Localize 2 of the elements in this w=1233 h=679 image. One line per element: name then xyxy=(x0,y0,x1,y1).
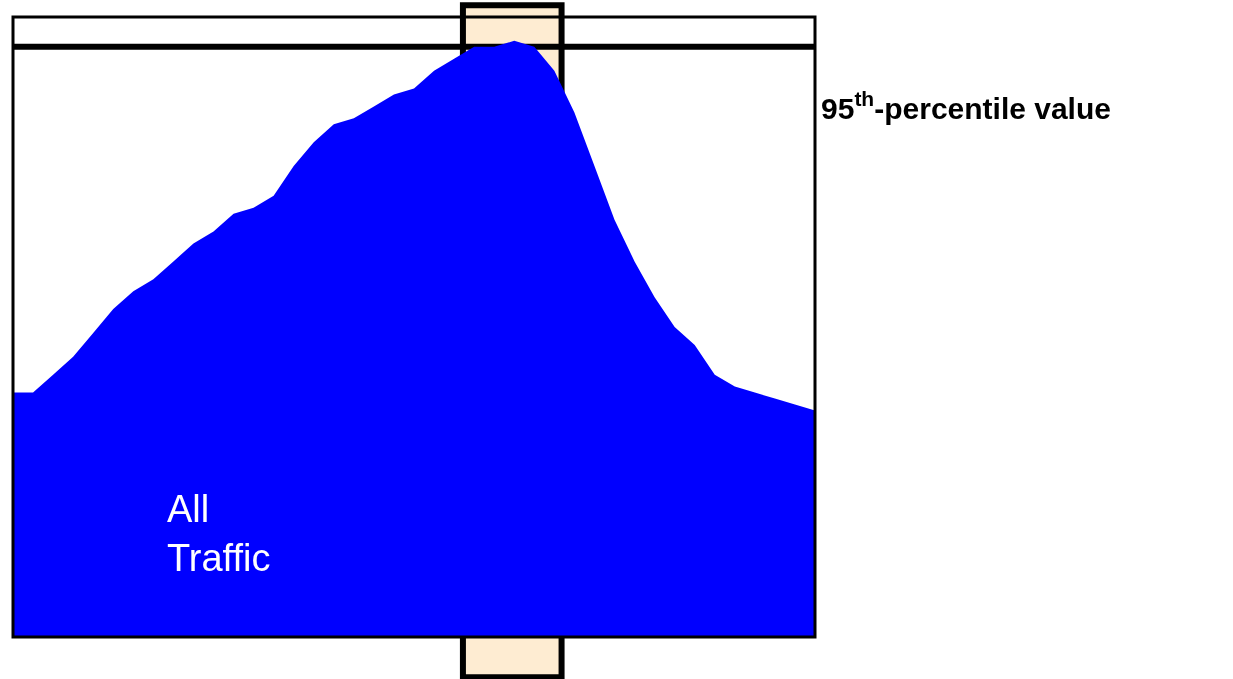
annotation: All Traffic xyxy=(167,488,271,580)
ref-line-label: 95$^{th}$-percentile value xyxy=(821,87,1111,125)
